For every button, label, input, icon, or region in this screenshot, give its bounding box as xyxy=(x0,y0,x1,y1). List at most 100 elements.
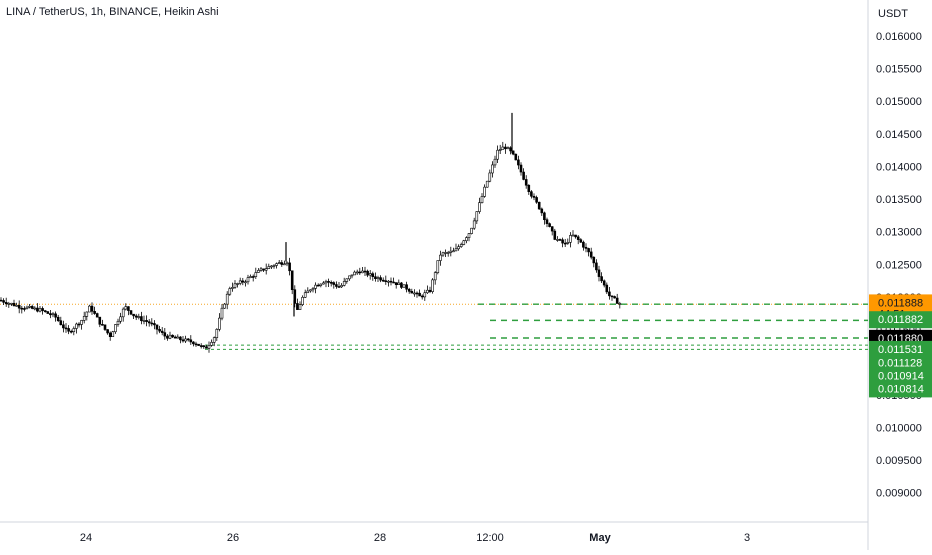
candle-body xyxy=(114,324,117,333)
candle-body xyxy=(173,336,177,339)
candle-body xyxy=(134,315,138,318)
candle-body xyxy=(407,288,411,292)
y-tick-label: 0.016000 xyxy=(876,31,922,43)
candle-body xyxy=(251,276,255,278)
candle-body xyxy=(454,248,458,252)
candle-body xyxy=(400,282,403,288)
candle-body xyxy=(257,270,260,273)
candle-body xyxy=(311,288,315,291)
candle-body xyxy=(72,328,76,332)
candle-body xyxy=(306,290,310,294)
candle-body xyxy=(75,323,78,329)
candle-body xyxy=(111,331,115,337)
candle-body xyxy=(415,292,419,295)
candle-body xyxy=(88,305,91,313)
candle-body xyxy=(51,313,55,316)
candle-body xyxy=(483,186,486,197)
candle-body xyxy=(132,313,135,317)
candle-body xyxy=(179,336,182,341)
candle-body xyxy=(446,252,450,254)
candle-body xyxy=(197,343,200,346)
candle-body xyxy=(108,332,112,337)
candle-body xyxy=(449,250,453,253)
candle-body xyxy=(77,323,81,326)
candle-body xyxy=(426,289,429,294)
candle-body xyxy=(376,277,380,279)
candle-body xyxy=(43,310,47,312)
candle-body xyxy=(444,252,447,254)
candle-body xyxy=(519,164,523,173)
candle-body xyxy=(579,239,583,243)
candle-body xyxy=(277,262,281,264)
candle-body xyxy=(384,280,388,282)
candle-body xyxy=(103,324,107,330)
candle-body xyxy=(249,276,252,278)
y-tick-label: 0.013000 xyxy=(876,227,922,239)
candle-body xyxy=(509,147,512,152)
candle-body xyxy=(358,271,362,274)
candle-body xyxy=(548,223,551,227)
candle-body xyxy=(290,270,294,291)
candle-body xyxy=(491,164,494,174)
candle-body xyxy=(20,307,24,310)
y-tick-label: 0.013500 xyxy=(876,194,922,206)
candle-body xyxy=(41,308,44,311)
candle-body xyxy=(327,281,330,283)
candle-body xyxy=(480,196,484,204)
candle-body xyxy=(506,147,510,150)
price-label-text: 0.010814 xyxy=(878,383,924,395)
candle-body xyxy=(558,239,562,241)
candle-body xyxy=(569,235,572,243)
candle-body xyxy=(171,334,174,338)
candle-body xyxy=(259,268,263,271)
candle-body xyxy=(428,289,432,292)
candle-body xyxy=(285,262,289,265)
candle-body xyxy=(332,282,336,285)
candle-body xyxy=(545,219,549,224)
candle-body xyxy=(433,272,437,281)
candle-body xyxy=(470,227,473,234)
candle-body xyxy=(387,280,390,283)
candle-body xyxy=(522,171,525,180)
candle-body xyxy=(418,292,421,297)
candle-body xyxy=(532,195,536,198)
candle-body xyxy=(452,250,455,253)
x-tick-label: 12:00 xyxy=(476,532,504,544)
candle-body xyxy=(270,265,273,268)
candle-body xyxy=(23,308,26,310)
candle-body xyxy=(413,292,416,295)
candle-body xyxy=(212,337,216,343)
candle-body xyxy=(231,287,234,289)
candle-body xyxy=(561,239,564,244)
candle-body xyxy=(218,317,221,330)
candle-body xyxy=(504,146,507,150)
candle-body xyxy=(288,262,291,272)
candle-body xyxy=(254,272,258,277)
candle-body xyxy=(184,338,187,342)
candle-body xyxy=(192,341,195,345)
candle-body xyxy=(350,274,354,277)
candle-body xyxy=(345,278,349,282)
candle-body xyxy=(163,332,167,337)
y-tick-label: 0.015000 xyxy=(876,96,922,108)
candle-body xyxy=(478,202,481,212)
candle-body xyxy=(462,240,466,245)
candle-body xyxy=(101,323,104,326)
candle-body xyxy=(556,239,559,241)
candle-body xyxy=(142,320,146,322)
y-tick-label: 0.012500 xyxy=(876,259,922,271)
candle-body xyxy=(2,300,5,303)
candle-body xyxy=(353,271,356,276)
chart-title: LINA / TetherUS, 1h, BINANCE, Heikin Ash… xyxy=(6,6,219,18)
candle-body xyxy=(501,146,505,150)
candle-body xyxy=(106,329,109,334)
candle-body xyxy=(155,324,159,330)
candle-body xyxy=(38,308,42,312)
candle-body xyxy=(335,284,338,287)
candle-body xyxy=(397,282,401,286)
candle-body xyxy=(355,271,359,274)
candle-body xyxy=(439,254,442,261)
candle-body xyxy=(550,226,554,232)
